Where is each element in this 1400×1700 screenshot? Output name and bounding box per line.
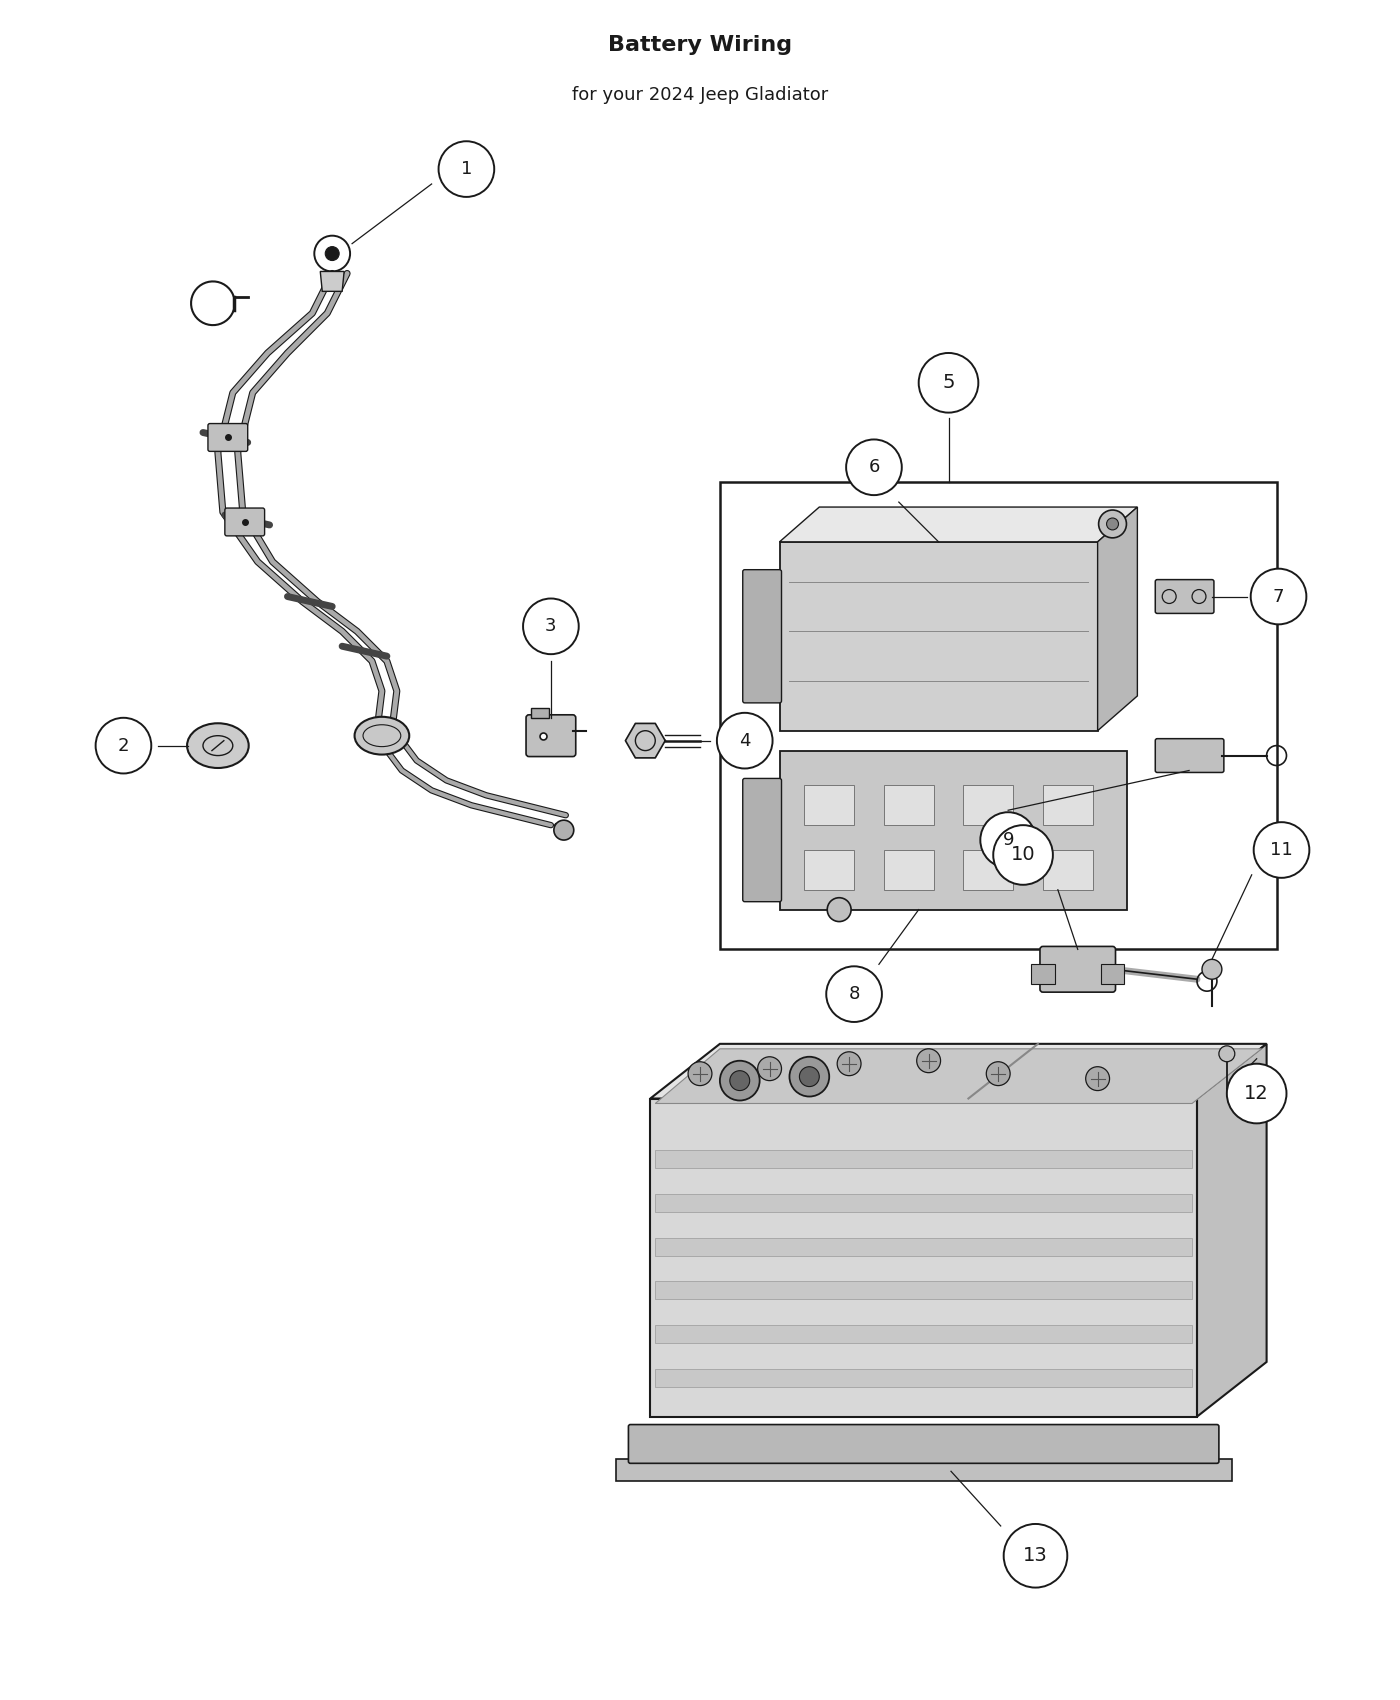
Circle shape	[799, 1066, 819, 1086]
Text: for your 2024 Jeep Gladiator: for your 2024 Jeep Gladiator	[571, 85, 829, 104]
Text: 9: 9	[1002, 831, 1014, 848]
Text: 8: 8	[848, 984, 860, 1003]
Text: 2: 2	[118, 736, 129, 755]
Bar	[883, 785, 934, 824]
Polygon shape	[626, 724, 665, 758]
Circle shape	[1226, 1064, 1287, 1124]
FancyBboxPatch shape	[1155, 580, 1214, 614]
Circle shape	[1250, 570, 1306, 624]
Text: 10: 10	[1011, 845, 1036, 865]
Circle shape	[1253, 823, 1309, 877]
Text: 11: 11	[1270, 842, 1292, 858]
Polygon shape	[780, 507, 1137, 542]
Circle shape	[554, 819, 574, 840]
Circle shape	[757, 1057, 781, 1081]
Circle shape	[1099, 510, 1127, 537]
FancyBboxPatch shape	[526, 714, 575, 756]
Polygon shape	[321, 272, 344, 291]
Circle shape	[993, 824, 1053, 884]
Circle shape	[980, 813, 1036, 869]
Bar	[883, 850, 934, 889]
Bar	[1043, 785, 1092, 824]
Text: 1: 1	[461, 160, 472, 178]
Circle shape	[918, 354, 979, 413]
FancyBboxPatch shape	[209, 423, 248, 452]
Text: 7: 7	[1273, 588, 1284, 605]
Polygon shape	[1197, 1044, 1267, 1416]
Bar	[655, 1151, 1191, 1168]
Circle shape	[95, 717, 151, 774]
Ellipse shape	[354, 717, 409, 755]
FancyBboxPatch shape	[743, 570, 781, 702]
Circle shape	[1203, 959, 1222, 979]
Text: 6: 6	[868, 459, 879, 476]
Bar	[963, 785, 1014, 824]
Circle shape	[1106, 518, 1119, 530]
FancyBboxPatch shape	[1155, 740, 1224, 772]
FancyBboxPatch shape	[1040, 947, 1116, 993]
Bar	[655, 1193, 1191, 1212]
Circle shape	[827, 898, 851, 921]
Bar	[1030, 964, 1054, 984]
Polygon shape	[650, 1044, 1267, 1098]
Bar	[655, 1326, 1191, 1343]
Circle shape	[438, 141, 494, 197]
Bar	[1043, 850, 1092, 889]
Circle shape	[720, 1061, 760, 1100]
Ellipse shape	[188, 722, 249, 768]
Circle shape	[325, 246, 339, 260]
Bar	[1100, 964, 1124, 984]
Text: 13: 13	[1023, 1547, 1047, 1566]
Circle shape	[717, 712, 773, 768]
Circle shape	[1004, 1523, 1067, 1588]
Circle shape	[524, 598, 578, 654]
Bar	[655, 1282, 1191, 1299]
Bar	[655, 1368, 1191, 1387]
Circle shape	[1219, 1046, 1235, 1062]
Circle shape	[986, 1062, 1011, 1086]
Circle shape	[846, 440, 902, 495]
Bar	[805, 785, 854, 824]
Bar	[720, 483, 1277, 949]
Bar	[616, 1459, 1232, 1481]
Text: Battery Wiring: Battery Wiring	[608, 34, 792, 54]
FancyBboxPatch shape	[780, 542, 1098, 731]
FancyBboxPatch shape	[629, 1425, 1219, 1464]
Circle shape	[790, 1057, 829, 1097]
Circle shape	[729, 1071, 750, 1091]
Text: 5: 5	[942, 374, 955, 393]
Circle shape	[837, 1052, 861, 1076]
FancyBboxPatch shape	[743, 779, 781, 901]
Circle shape	[826, 966, 882, 1022]
Circle shape	[1085, 1066, 1110, 1091]
Text: 12: 12	[1245, 1085, 1268, 1103]
Text: 4: 4	[739, 731, 750, 750]
FancyBboxPatch shape	[780, 751, 1127, 910]
Polygon shape	[1098, 507, 1137, 731]
Bar	[650, 1098, 1197, 1416]
Text: 3: 3	[545, 617, 557, 636]
Polygon shape	[655, 1049, 1261, 1103]
FancyBboxPatch shape	[225, 508, 265, 536]
Bar	[531, 707, 549, 717]
Bar	[963, 850, 1014, 889]
Bar	[655, 1238, 1191, 1256]
Circle shape	[687, 1062, 713, 1086]
Circle shape	[917, 1049, 941, 1073]
Bar	[805, 850, 854, 889]
